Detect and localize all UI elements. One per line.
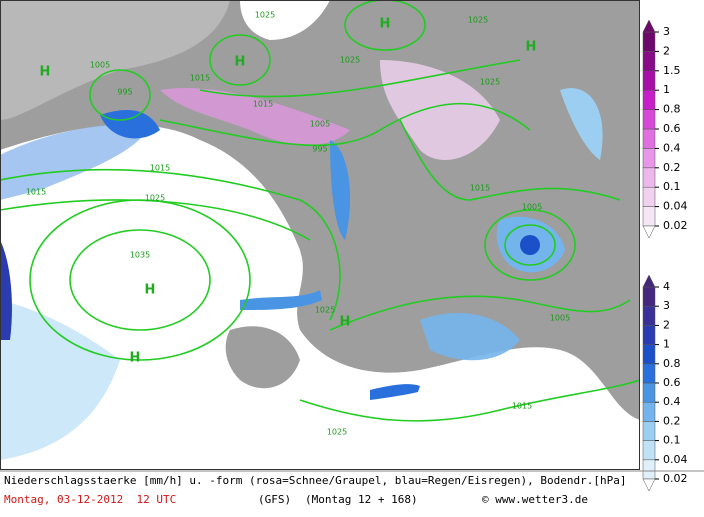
legend-swatch [642,186,656,207]
map-labels: H H H H H H H 1025 1025 1025 1025 1025 1025 1025 1015 1… [26,11,570,437]
footer-date: Montag, 03-12-2012 12 UTC [4,493,176,506]
britain [300,245,360,290]
legend-arrow-top [642,19,656,33]
legend-label: 1.5 [663,64,681,77]
legend-label: 2 [663,318,670,331]
legend-swatch [642,167,656,188]
legend-swatch [642,109,656,130]
isobar-label: 1015 [253,100,273,109]
high-marker: H [145,283,156,298]
isobar-label: 1025 [480,78,500,87]
legend-label: 0.4 [663,395,681,408]
legend-swatch [642,401,656,422]
legend-swatch [642,305,656,326]
isobar-label: 1025 [145,194,165,203]
legend-label: 0.2 [663,414,681,427]
isobar-label: 1005 [550,314,570,323]
legend-label: 1 [663,338,670,351]
legend-label: 0.02 [663,472,688,485]
isobars [0,0,641,422]
legend-swatch [642,382,656,403]
isobar-label: 1025 [315,306,335,315]
isobar-label: 1035 [130,251,150,260]
isobar-label: 995 [117,88,132,97]
legend-swatch [642,344,656,365]
legend-swatch [642,363,656,384]
high-marker: H [380,17,391,32]
legend-label: 3 [663,25,670,38]
legend-arrow-bottom [642,225,656,239]
legend-swatch [642,421,656,441]
isobar-label: 1005 [522,203,542,212]
legend-label: 1 [663,83,670,96]
legend-swatch [642,31,656,52]
sea-north [240,0,330,40]
legend-arrow-bottom [642,478,656,492]
legend-swatch [642,440,656,461]
legend-label: 3 [663,299,670,312]
isobar-label: 1005 [310,120,330,129]
legend-label: 0.2 [663,161,681,174]
legend-label: 0.6 [663,376,681,389]
isobar-label: 995 [312,145,327,154]
high-marker: H [235,55,246,70]
map-frame [0,0,640,470]
legend-label: 0.02 [663,219,688,232]
legend-label: 0.6 [663,122,681,135]
legend-label: 0.1 [663,180,681,193]
legend-swatch [642,148,656,169]
footer-description: Niederschlagsstaerke [mm/h] u. -form (ro… [4,474,627,487]
legend-swatch [642,70,656,91]
precipitation [0,60,603,460]
legends: 3 2 1.5 1 0.8 0.6 0.4 0.2 0.1 0.04 0.02 4 3 2 1 0.8 0.6 0… [642,19,688,492]
isobar-label: 1025 [327,428,347,437]
legend-label: 0.04 [663,200,688,213]
legend-label: 0.04 [663,453,688,466]
legend-swatch [642,128,656,149]
iberia [225,326,300,389]
footer-run: (Montag 12 + 168) [305,493,418,506]
isobar-label: 1005 [90,61,110,70]
isobar-label: 1025 [468,16,488,25]
legend-label: 0.8 [663,357,681,370]
isobar-label: 1015 [512,402,532,411]
isobar-label: 1025 [340,56,360,65]
sea [0,124,640,470]
legend-swatch [642,286,656,307]
legend-label: 2 [663,44,670,57]
legend-swatch [642,51,656,72]
legend-swatch [642,459,656,480]
isobar-label: 1025 [255,11,275,20]
legend-label: 0.1 [663,434,681,447]
legend-swatch [642,206,656,227]
legend-label: 0.4 [663,141,681,154]
legend-swatch [642,325,656,345]
isobar-label: 1015 [470,184,490,193]
high-marker: H [130,351,141,366]
isobar-label: 1015 [26,188,46,197]
footer-credit: © www.wetter3.de [482,493,588,506]
legend-label: 4 [663,280,670,293]
legend-swatch [642,89,656,110]
high-marker: H [340,315,351,330]
isobar-label: 1015 [150,164,170,173]
footer-model: (GFS) [258,493,291,506]
legend-label: 0.8 [663,103,681,116]
isobar-label: 1015 [190,74,210,83]
arctic-land [0,0,230,120]
legend-arrow-top [642,274,656,288]
high-marker: H [526,40,537,55]
high-marker: H [40,65,51,80]
